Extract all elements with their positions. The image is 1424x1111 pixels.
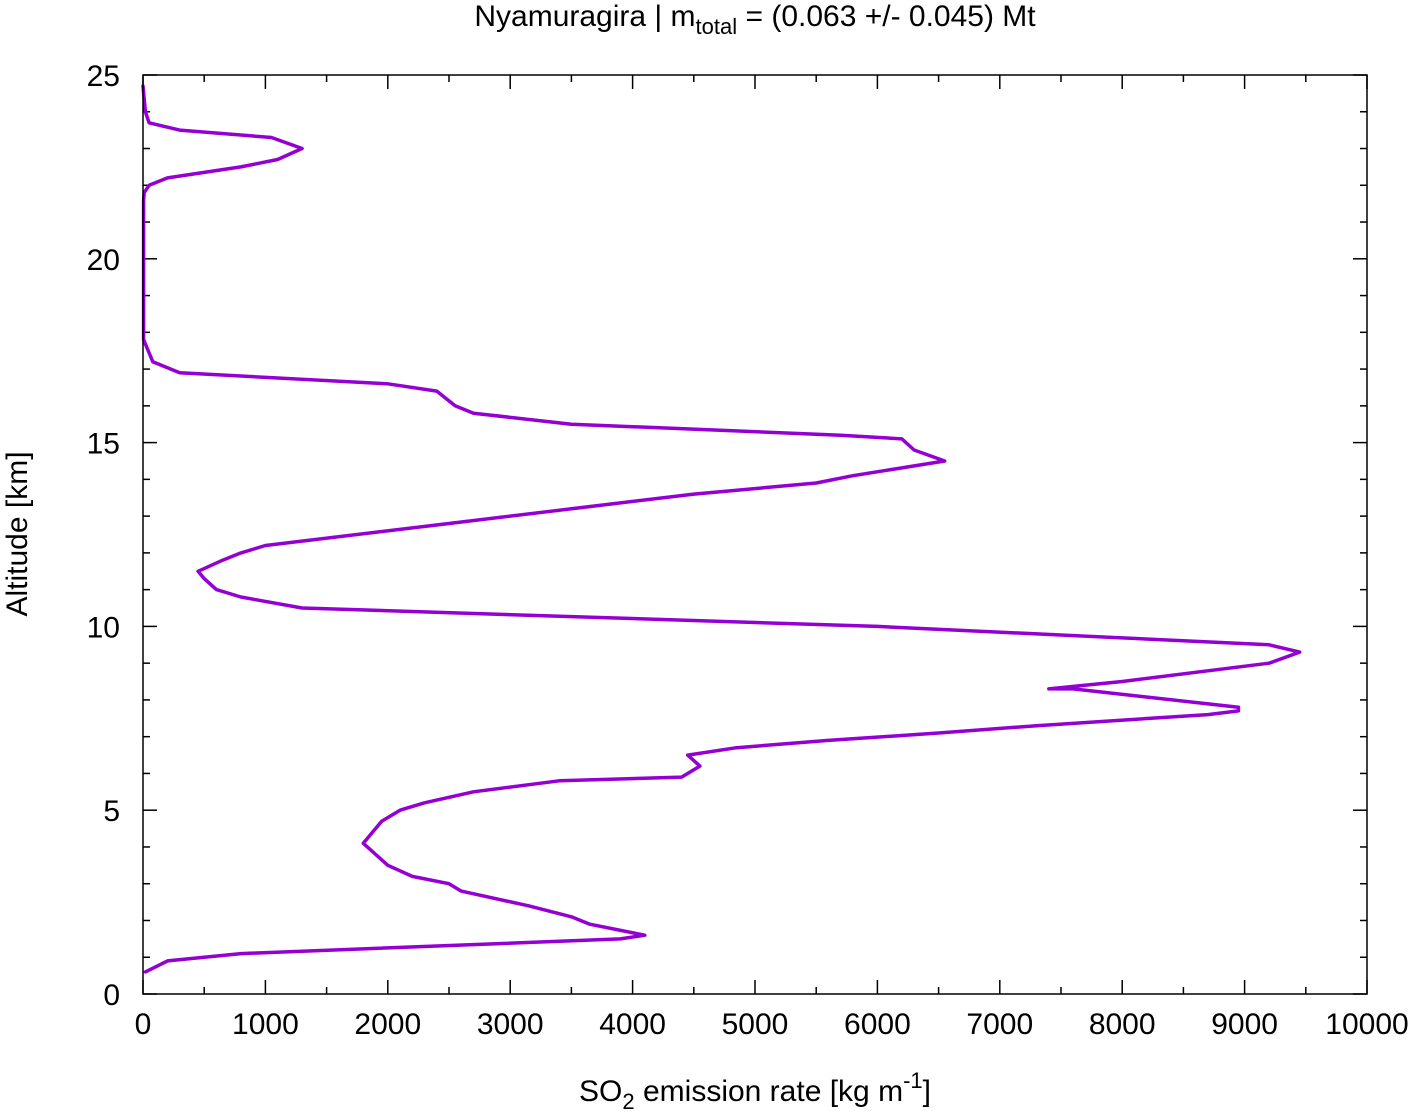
chart-title: Nyamuragira | mtotal = (0.063 +/- 0.045)…: [474, 0, 1036, 39]
xlabel-prefix: SO: [579, 1075, 622, 1108]
title-suffix: = (0.063 +/- 0.045) Mt: [737, 0, 1036, 33]
axis-tick-labels: 0 1000 2000 3000 4000 5000 6000 7000 8000 9000 100…: [87, 60, 1409, 1041]
y-axis-label: Altitude [km]: [1, 451, 34, 616]
y-tick-label: 0: [103, 979, 120, 1012]
x-tick-label: 1000: [232, 1008, 299, 1041]
xlabel-middle: emission rate [kg m: [635, 1075, 903, 1108]
y-tick-label: 10: [87, 611, 120, 644]
title-subscript: total: [696, 14, 738, 39]
y-tick-label: 20: [87, 244, 120, 277]
plot-frame: [142, 74, 1368, 995]
x-tick-label: 3000: [477, 1008, 544, 1041]
x-tick-label: 9000: [1211, 1008, 1278, 1041]
x-tick-label: 6000: [844, 1008, 911, 1041]
title-prefix: Nyamuragira | m: [474, 0, 695, 33]
x-tick-label: 10000: [1325, 1008, 1408, 1041]
y-tick-label: 25: [87, 60, 120, 93]
xlabel-suffix: ]: [923, 1075, 931, 1108]
xlabel-superscript: -1: [903, 1068, 923, 1093]
x-axis-label: SO2 emission rate [kg m-1]: [579, 1068, 931, 1111]
axis-ticks: [142, 74, 1368, 995]
x-tick-label: 2000: [354, 1008, 421, 1041]
so2-profile-line: [141, 84, 1302, 974]
y-tick-label: 15: [87, 428, 120, 461]
x-tick-label: 5000: [722, 1008, 789, 1041]
xlabel-subscript: 2: [622, 1089, 634, 1111]
x-tick-label: 7000: [966, 1008, 1033, 1041]
y-tick-label: 5: [103, 795, 120, 828]
x-tick-label: 4000: [599, 1008, 666, 1041]
x-tick-label: 0: [135, 1008, 152, 1041]
x-tick-label: 8000: [1089, 1008, 1156, 1041]
